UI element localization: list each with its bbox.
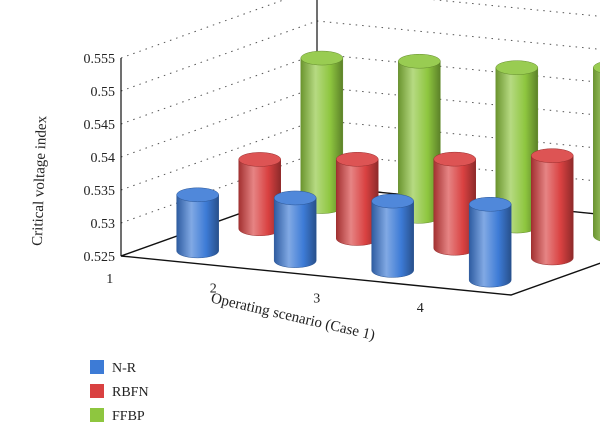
bar-top: [300, 50, 344, 66]
bar-top: [495, 60, 539, 75]
bar-top: [273, 190, 317, 206]
y-tick-label: 0.53: [91, 217, 116, 232]
x-tick-label: 1: [106, 272, 113, 287]
bar-rbfn-4: [530, 148, 574, 266]
bar-n-r-1: [176, 187, 219, 259]
bar-ffbp-4: [593, 62, 600, 242]
bar-rbfn-3: [433, 151, 476, 256]
legend-swatch: [90, 360, 104, 374]
legend-label: RBFN: [112, 385, 149, 400]
chart-bars: [176, 50, 600, 288]
y-tick-label: 0.54: [91, 151, 116, 166]
bar-top: [238, 152, 281, 167]
bar-body: [371, 200, 414, 278]
bar-top: [176, 187, 219, 203]
bar-body: [273, 197, 317, 268]
bar-body: [468, 204, 512, 288]
y-tick-label: 0.555: [84, 52, 116, 67]
bar-top: [335, 152, 379, 167]
bar-top: [468, 197, 512, 212]
y-tick-label: 0.55: [91, 85, 116, 100]
bar-top: [433, 151, 476, 167]
bar-rbfn-2: [335, 152, 379, 246]
x-tick-labels: 1 2 3 4: [106, 272, 424, 316]
bar-body: [593, 67, 600, 242]
legend-label: N-R: [112, 361, 137, 376]
bar-body: [530, 155, 574, 266]
bar-top: [530, 148, 574, 163]
x-axis-title: Operating scenario (Case 1): [209, 290, 376, 343]
bar-top: [398, 53, 441, 69]
bar-body: [176, 194, 219, 259]
bar-top: [593, 62, 600, 73]
y-tick-labels: 0.525 0.53 0.535 0.54 0.545 0.55 0.555: [84, 52, 116, 265]
bar-n-r-3: [371, 193, 414, 278]
legend-swatch: [90, 384, 104, 398]
y-tick-label: 0.525: [84, 250, 116, 265]
bar-top: [371, 193, 414, 209]
y-axis-title: Critical voltage index: [30, 115, 51, 246]
x-tick-label: 3: [313, 291, 320, 306]
bar-n-r-2: [273, 190, 317, 268]
x-tick-label: 2: [210, 282, 217, 297]
y-tick-label: 0.545: [84, 118, 116, 133]
legend-label: FFBP: [112, 409, 145, 424]
x-tick-label: 4: [417, 301, 424, 316]
bar-ffbp-2: [398, 53, 441, 224]
y-tick-label: 0.535: [84, 184, 116, 199]
legend: N-R RBFN FFBP: [90, 360, 149, 424]
legend-swatch: [90, 408, 104, 422]
bar-rbfn-1: [238, 152, 281, 236]
bar-n-r-4: [468, 197, 512, 288]
grid-line: [120, 0, 600, 59]
bar-ffbp-3: [495, 60, 539, 234]
